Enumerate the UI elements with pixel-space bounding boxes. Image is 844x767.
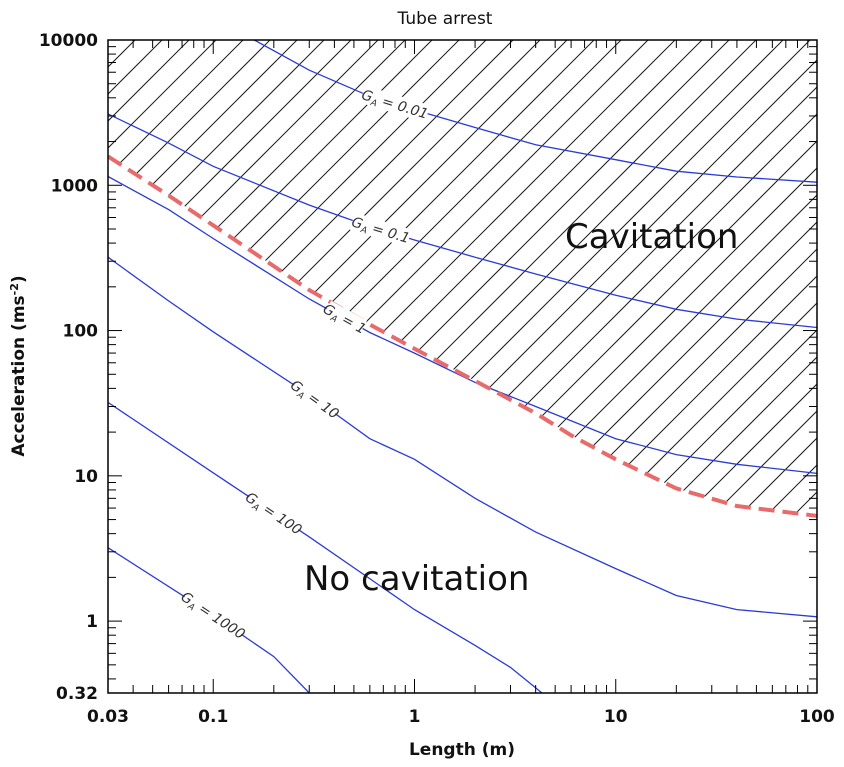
contour-symbol-sub: A (358, 225, 368, 237)
hatch-line (453, 40, 817, 516)
contour-line (108, 547, 310, 693)
hatch-line (372, 40, 817, 516)
contour-label-text: GA = 100 (241, 490, 305, 541)
contour-line (108, 113, 817, 329)
y-tick-label: 100 (63, 322, 99, 342)
y-axis-label-sup: -2 (8, 283, 21, 295)
chart-title: Tube arrest (397, 9, 493, 29)
x-tick-labels: 0.03 0.1 1 10 100 (87, 707, 835, 727)
axis-ticks (107, 40, 818, 693)
hatch-line (108, 40, 379, 516)
contour-label-text: GA = 0.1 (349, 214, 412, 249)
hatch-line (108, 40, 352, 516)
y-tick-label: 1 (86, 612, 98, 632)
y-tick-label: 1000 (51, 176, 98, 196)
hatch-line (237, 40, 817, 516)
hatch-line (723, 40, 817, 516)
hatch-line (832, 40, 844, 693)
x-tick-label: 0.03 (87, 707, 129, 727)
contour-line (108, 401, 543, 693)
contour-label-text: GA = 1 (319, 301, 368, 339)
region-label-no-cavitation: No cavitation (304, 559, 529, 599)
x-tick-label: 0.1 (198, 707, 228, 727)
x-axis-label: Length (m) (409, 740, 515, 760)
hatch-line (108, 40, 325, 516)
contour-label-bg (322, 300, 367, 337)
x-tick-label: 1 (409, 707, 421, 727)
contour-label-bg (359, 85, 431, 123)
hatch-line (183, 40, 817, 516)
contour-symbol-sub: A (185, 601, 196, 613)
hatch-line (264, 40, 817, 516)
contour-label: GA = 1000 (177, 588, 248, 645)
hatch-line (108, 40, 244, 516)
hatch-line (669, 40, 817, 516)
contour-symbol-sub: A (249, 502, 261, 514)
x-tick-label: 100 (799, 707, 835, 727)
contour-line (108, 256, 817, 618)
y-axis-label-base: Acceleration (ms (9, 295, 29, 456)
hatch-line (480, 40, 817, 516)
hatch-line (777, 40, 817, 516)
hatch-line (615, 40, 817, 516)
contour-label-text: GA = 1000 (177, 589, 248, 645)
contour-label: GA = 100 (241, 489, 305, 541)
cavitation-boundary-line (108, 154, 817, 518)
hatch-line (750, 40, 817, 516)
contour-symbol-sub: A (368, 98, 378, 110)
hatch-line (426, 40, 817, 516)
plot-frame (107, 39, 818, 694)
y-tick-label: 10 (74, 467, 98, 487)
contour-label-bg (179, 588, 247, 642)
hatch-line (108, 40, 433, 516)
contour-value: = 1000 (192, 598, 248, 642)
contour-label-bg (349, 212, 412, 247)
contour-label-text: GA = 0.01 (359, 87, 430, 124)
contour-symbol-sub: A (328, 313, 339, 325)
contour-label-bg (289, 377, 341, 421)
contour-symbol-sub: A (294, 390, 306, 402)
contour-label: GA = 1 (319, 300, 368, 339)
hatch-line (129, 40, 784, 516)
hatch-line (318, 40, 817, 516)
hatch-line (108, 40, 406, 516)
hatch-line (156, 40, 811, 516)
y-tick-label: 0.32 (56, 684, 98, 704)
y-tick-label: 10000 (39, 31, 98, 51)
contour-line (253, 40, 817, 183)
hatch-line (696, 40, 817, 516)
hatch-line (399, 40, 817, 516)
x-tick-label: 10 (604, 707, 628, 727)
contour-label: GA = 0.1 (349, 212, 412, 249)
hatch-line (534, 40, 817, 516)
hatch-line (804, 40, 817, 516)
hatch-line (588, 40, 817, 516)
contour-symbol: G (350, 214, 365, 232)
contour-lines (108, 40, 817, 693)
contour-label: GA = 0.01 (359, 85, 431, 124)
contour-label-bg (244, 489, 304, 538)
contour-line (108, 175, 817, 475)
hatch-line (108, 40, 271, 516)
contour-symbol: G (359, 87, 374, 106)
hatch-line (108, 40, 298, 516)
hatch-line (210, 40, 817, 516)
y-axis-label-end: ) (9, 275, 29, 283)
y-axis-label: Acceleration (ms-2) (8, 275, 29, 456)
y-tick-labels: 0.32 1 10 100 1000 10000 (39, 31, 98, 704)
hatch-line (345, 40, 817, 516)
region-label-cavitation: Cavitation (565, 217, 738, 257)
contour-value: = 10 (301, 387, 342, 422)
contour-label: GA = 10 (286, 377, 342, 424)
hatch-line (291, 40, 817, 516)
contour-label-text: GA = 10 (286, 377, 342, 424)
contour-value: = 1 (335, 309, 369, 337)
